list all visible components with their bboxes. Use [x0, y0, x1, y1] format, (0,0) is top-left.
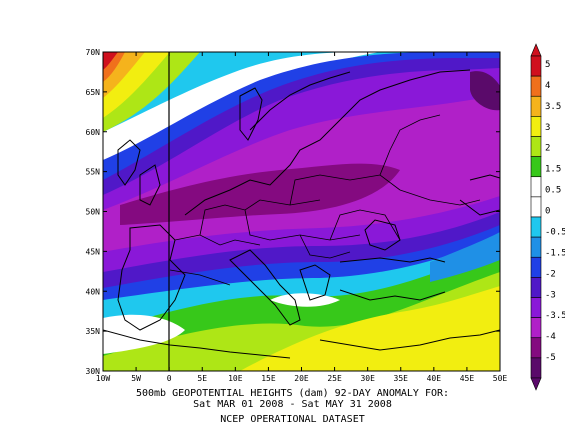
latitude-label: 60N [86, 128, 101, 137]
colorbar-label: 3.5 [545, 102, 561, 112]
latitude-label: 45N [86, 247, 101, 256]
colorbar-label: 3 [545, 123, 550, 133]
colorbar-segment [530, 216, 542, 238]
longitude-labels: 10W 5W 0 5E 10E 15E 20E 25E 30E 35E 40E 45E 50E [96, 374, 508, 383]
longitude-label: 0 [167, 374, 172, 383]
latitude-label: 65N [86, 88, 101, 97]
longitude-label: 45E [460, 374, 475, 383]
longitude-label: 10W [96, 374, 111, 383]
longitude-label: 5E [197, 374, 207, 383]
colorbar-label: 5 [545, 60, 550, 70]
colorbar-top-arrow [530, 43, 542, 57]
colorbar-segment [530, 277, 542, 298]
colorbar-bottom-arrow [530, 377, 542, 391]
colorbar-label: 0.5 [545, 186, 561, 196]
colorbar: 5 4 3.5 3 2 1.5 0.5 0 -0.5 -1.5 -2 -3 -3.5 -4 -5 [530, 43, 565, 391]
colorbar-segment [530, 75, 542, 97]
longitude-label: 40E [427, 374, 442, 383]
colorbar-label: -1.5 [545, 248, 565, 258]
colorbar-label: -3 [545, 290, 556, 300]
longitude-label: 15E [261, 374, 276, 383]
colorbar-label: -3.5 [545, 311, 565, 321]
colorbar-segment [530, 317, 542, 339]
latitude-label: 30N [86, 367, 101, 376]
longitude-label: 10E [228, 374, 243, 383]
colorbar-segment [530, 196, 542, 218]
colorbar-segment [530, 236, 542, 258]
colorbar-segment [530, 95, 542, 117]
longitude-label: 5W [131, 374, 141, 383]
caption-line-1: 500mb GEOPOTENTIAL HEIGHTS (dam) 92-DAY … [135, 388, 450, 399]
latitude-label: 70N [86, 48, 101, 57]
colorbar-segment [530, 256, 542, 278]
colorbar-label: -0.5 [545, 227, 565, 237]
colorbar-label: -2 [545, 269, 556, 279]
country-borders [169, 114, 481, 286]
latitude-label: 35N [86, 327, 101, 336]
colorbar-label: -5 [545, 353, 556, 363]
colorbar-label: 0 [545, 207, 550, 217]
colorbar-segment [530, 357, 542, 379]
colorbar-segment [530, 337, 542, 359]
caption-line-2: Sat MAR 01 2008 - Sat MAY 31 2008 [193, 399, 392, 410]
colorbar-label: -4 [545, 332, 556, 342]
longitude-label: 30E [360, 374, 375, 383]
longitude-label: 50E [493, 374, 508, 383]
colorbar-segment [530, 156, 542, 178]
colorbar-label: 2 [545, 144, 550, 154]
latitude-label: 40N [86, 287, 101, 296]
colorbar-segment [530, 55, 542, 77]
colorbar-segment [530, 297, 542, 318]
colorbar-label: 4 [545, 81, 550, 91]
axis-ticks [102, 51, 501, 372]
colorbar-segment [530, 136, 542, 157]
anomaly-contour-fills [103, 52, 500, 371]
latitude-label: 50N [86, 208, 101, 217]
caption-line-3: NCEP OPERATIONAL DATASET [220, 414, 365, 425]
latitude-labels: 70N 65N 60N 55N 50N 45N 40N 35N 30N [86, 48, 101, 376]
latitude-label: 55N [86, 168, 101, 177]
longitude-label: 35E [394, 374, 409, 383]
longitude-label: 25E [327, 374, 342, 383]
longitude-label: 20E [294, 374, 309, 383]
colorbar-label: 1.5 [545, 165, 561, 175]
colorbar-segment [530, 176, 542, 198]
colorbar-segment [530, 116, 542, 137]
